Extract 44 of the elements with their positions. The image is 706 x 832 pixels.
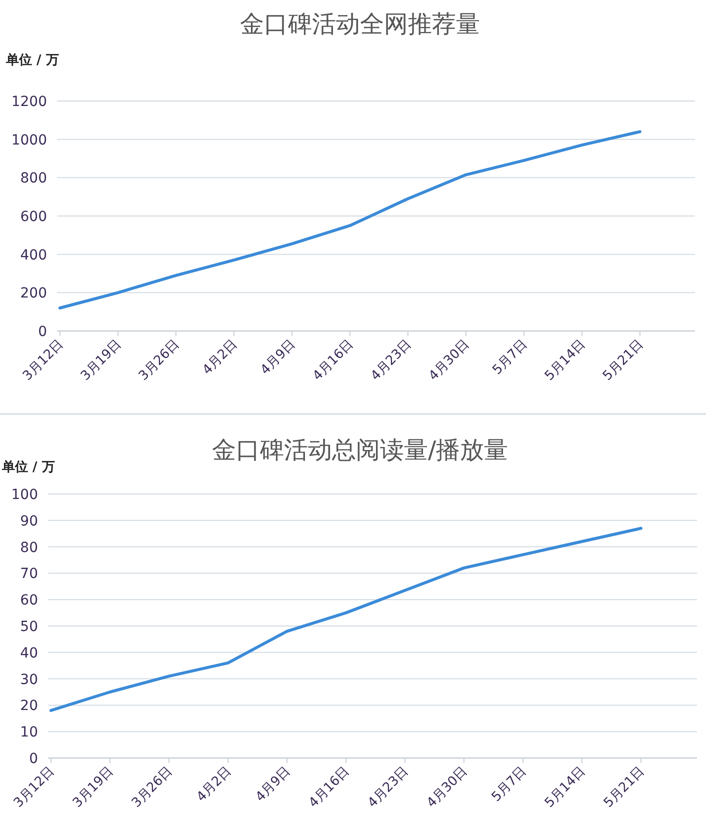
x-tick-label: 5月21日 <box>601 764 648 811</box>
x-tick-label: 5月7日 <box>490 337 531 378</box>
x-tick-label: 4月2日 <box>200 337 241 378</box>
x-tick-label: 5月14日 <box>542 337 589 384</box>
x-tick-label: 4月9日 <box>258 337 299 378</box>
x-tick-label: 3月12日 <box>11 764 58 811</box>
x-tick-label: 5月14日 <box>542 764 589 811</box>
x-tick-label: 4月30日 <box>426 337 473 384</box>
y-tick-label: 70 <box>20 566 38 582</box>
y-tick-label: 90 <box>20 513 38 530</box>
x-tick-label: 3月26日 <box>136 337 183 384</box>
y-tick-label: 1000 <box>11 132 47 148</box>
x-tick-label: 4月23日 <box>368 337 415 384</box>
y-tick-label: 80 <box>20 540 38 556</box>
x-tick-label: 3月19日 <box>78 337 125 384</box>
x-tick-label: 4月2日 <box>194 764 235 805</box>
y-tick-label: 30 <box>20 672 38 688</box>
x-tick-label: 5月21日 <box>600 337 647 384</box>
y-tick-label: 100 <box>11 487 38 503</box>
y-tick-label: 200 <box>20 286 47 302</box>
x-tick-label: 4月23日 <box>365 764 412 811</box>
y-axis-title: 单位 / 万 <box>1 459 55 475</box>
x-tick-label: 5月7日 <box>489 764 530 805</box>
y-tick-label: 20 <box>20 698 38 714</box>
y-tick-label: 0 <box>29 751 38 767</box>
x-tick-label: 4月16日 <box>306 764 353 811</box>
x-tick-label: 3月26日 <box>129 764 176 811</box>
y-tick-label: 1200 <box>11 94 47 110</box>
y-tick-label: 40 <box>20 645 38 662</box>
y-tick-label: 0 <box>38 324 47 340</box>
x-tick-label: 4月9日 <box>253 764 294 805</box>
x-tick-label: 3月19日 <box>70 764 117 811</box>
y-tick-label: 400 <box>20 247 47 264</box>
y-tick-label: 800 <box>20 170 47 187</box>
chart-title: 金口碑活动总阅读量/播放量 <box>212 436 508 464</box>
x-tick-label: 4月16日 <box>310 337 357 384</box>
y-tick-label: 10 <box>20 724 38 741</box>
x-tick-label: 3月12日 <box>20 337 67 384</box>
y-tick-label: 600 <box>20 209 47 225</box>
x-tick-label: 4月30日 <box>424 764 471 811</box>
chart-title: 金口碑活动全网推荐量 <box>240 10 480 38</box>
y-tick-label: 50 <box>20 619 38 635</box>
y-axis-title: 单位 / 万 <box>5 52 59 68</box>
y-tick-label: 60 <box>20 592 38 609</box>
